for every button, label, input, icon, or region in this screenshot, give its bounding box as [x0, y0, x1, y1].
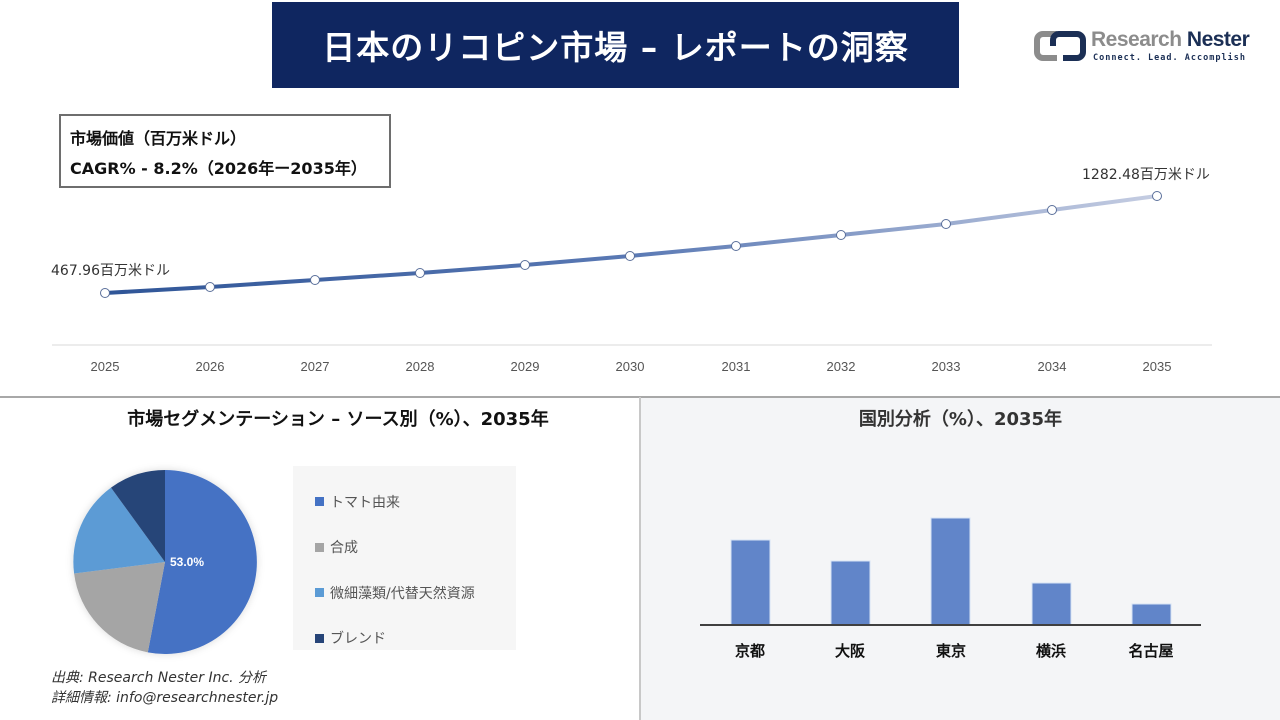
pie-slice-synthetic	[74, 562, 165, 653]
svg-text:大阪: 大阪	[835, 642, 866, 660]
region-title: 国別分析（%）、2035年	[858, 409, 1063, 430]
segmentation-title: 市場セグメンテーション – ソース別（%）、2035年	[127, 409, 549, 430]
legend-item-blend: ブレンド	[293, 616, 516, 662]
legend-swatch-icon	[315, 497, 324, 507]
svg-text:2027: 2027	[301, 359, 330, 374]
svg-text:2030: 2030	[616, 359, 645, 374]
start-value-label: 467.96百万米ドル	[51, 263, 170, 279]
x-axis-labels: 2025 2026 2027 2028 2029 2030 2031 2032 …	[91, 359, 1172, 374]
svg-text:2029: 2029	[511, 359, 540, 374]
pie-slice-tomato	[147, 470, 257, 654]
bar-yokohama	[1031, 582, 1072, 626]
data-points	[100, 191, 1162, 298]
pie-legend: トマト由来 合成 微細藻類/代替天然資源 ブレンド	[293, 466, 516, 650]
svg-text:2033: 2033	[932, 359, 961, 374]
section-divider-vertical	[639, 397, 641, 720]
legend-swatch-icon	[315, 633, 324, 643]
svg-text:京都: 京都	[735, 642, 765, 660]
title-banner: 日本のリコピン市場 – レポートの洞察	[272, 2, 959, 88]
research-nester-logo: Research Nester Connect. Lead. Accomplis…	[1033, 28, 1253, 68]
legend-item-synthetic: 合成	[293, 525, 516, 571]
bar-nagoya	[1131, 603, 1172, 626]
page-title: 日本のリコピン市場 – レポートの洞察	[322, 28, 909, 67]
kpi-market-value-label: 市場価値（百万米ドル）	[70, 129, 247, 148]
pie-slice-blend	[111, 470, 165, 562]
kpi-box: 市場価値（百万米ドル） CAGR% - 8.2%（2026年ー2035年）	[59, 114, 391, 188]
bar-kyoto	[730, 539, 771, 626]
footer-source: 出典: Research Nester Inc. 分析 詳細情報: info@r…	[51, 668, 278, 708]
logo-tagline: Connect. Lead. Accomplish	[1093, 53, 1246, 63]
legend-swatch-icon	[315, 542, 324, 552]
svg-text:横浜: 横浜	[1036, 642, 1066, 660]
svg-text:2035: 2035	[1143, 359, 1172, 374]
svg-text:東京: 東京	[936, 642, 966, 660]
svg-text:2034: 2034	[1038, 359, 1067, 374]
logo-name: Research Nester	[1091, 28, 1250, 51]
market-value-line	[104, 194, 1158, 295]
legend-item-tomato: トマト由来	[293, 479, 516, 525]
legend-item-microalgae: 微細藻類/代替天然資源	[293, 570, 516, 616]
source-pie-chart: 53.0%	[73, 470, 257, 654]
svg-text:2025: 2025	[91, 359, 120, 374]
bars	[730, 517, 1172, 626]
market-value-line-chart: 2025 2026 2027 2028 2029 2030 2031 2032 …	[51, 167, 1212, 374]
kpi-cagr-label: CAGR% - 8.2%（2026年ー2035年）	[70, 159, 367, 178]
region-bar-chart: 京都 大阪 東京 横浜 名古屋	[700, 517, 1201, 660]
pie-slice-label: 53.0%	[170, 555, 204, 569]
contact-text: 詳細情報: info@researchnester.jp	[51, 690, 279, 706]
pie-slice-microalgae	[73, 487, 165, 574]
source-text: 出典: Research Nester Inc. 分析	[51, 670, 267, 686]
svg-text:2026: 2026	[196, 359, 225, 374]
svg-text:名古屋: 名古屋	[1128, 642, 1173, 660]
logo-mark-icon	[1034, 31, 1086, 61]
bar-tokyo	[930, 517, 971, 626]
end-value-label: 1282.48百万米ドル	[1082, 167, 1210, 183]
bar-labels: 京都 大阪 東京 横浜 名古屋	[735, 642, 1174, 660]
legend-swatch-icon	[315, 588, 324, 598]
svg-text:2031: 2031	[722, 359, 751, 374]
svg-text:2028: 2028	[406, 359, 435, 374]
bar-osaka	[830, 560, 871, 626]
svg-text:2032: 2032	[827, 359, 856, 374]
